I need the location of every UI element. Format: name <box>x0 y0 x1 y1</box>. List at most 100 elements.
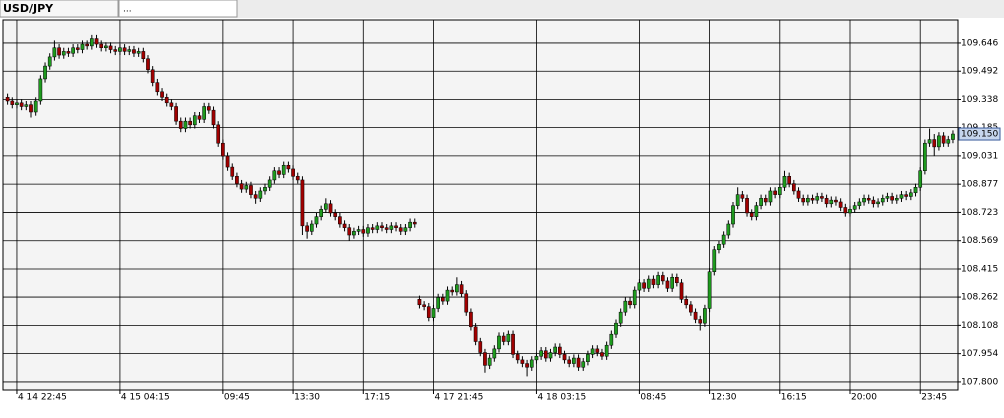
candle-body <box>459 284 464 295</box>
candle-body <box>52 47 57 58</box>
candle-body <box>600 352 604 357</box>
candle-body <box>380 225 384 228</box>
candle-body <box>506 333 511 342</box>
candle-body <box>595 348 600 353</box>
candle-body <box>370 227 375 230</box>
last-price-box <box>958 127 1001 141</box>
candle-body <box>726 223 731 236</box>
candle-body <box>286 164 291 170</box>
candle-body <box>918 170 923 188</box>
candle-body <box>576 357 581 368</box>
candle-body <box>946 139 951 144</box>
candle-body <box>782 176 787 188</box>
candle-body <box>497 335 501 350</box>
candle-body <box>820 196 824 199</box>
candle-body <box>281 164 286 175</box>
candle-body <box>342 223 347 228</box>
x-tick-label: 17:15 <box>364 393 390 403</box>
y-tick-label: 108.108 <box>961 321 998 331</box>
candle-body <box>169 102 174 107</box>
y-tick-label: 109.492 <box>961 67 998 77</box>
candle-body <box>263 187 267 192</box>
candle-body <box>689 304 693 313</box>
y-tick-label: 109.338 <box>961 95 998 105</box>
candle-body <box>15 102 19 105</box>
candle-body <box>712 249 717 272</box>
candle-body <box>553 346 558 353</box>
last-price-label: 109.150 <box>961 130 998 140</box>
candle-body <box>801 198 806 203</box>
candle-body <box>164 97 169 104</box>
candle-body <box>436 297 441 309</box>
candle-body <box>913 187 918 194</box>
candle-body <box>136 51 141 54</box>
candle-body <box>75 47 80 50</box>
y-tick-label: 108.723 <box>961 208 998 218</box>
candle-body <box>221 142 225 157</box>
candle-body <box>740 194 745 199</box>
candle-body <box>899 194 904 199</box>
candle-body <box>562 354 567 361</box>
candle-body <box>24 104 29 107</box>
candle-body <box>838 201 843 208</box>
candle-body <box>754 205 759 217</box>
candle-body <box>703 308 707 324</box>
candle-body <box>834 199 838 203</box>
candle-body <box>108 45 113 50</box>
candle-body <box>721 234 726 245</box>
candle-body <box>122 47 127 52</box>
candle-body <box>178 120 183 129</box>
candle-body <box>239 183 244 190</box>
candle-body <box>113 49 118 52</box>
candle-body <box>394 225 398 228</box>
candle-body <box>412 221 417 225</box>
candle-body <box>806 198 810 203</box>
candle-body <box>810 198 815 201</box>
candle-body <box>628 300 632 306</box>
candle-body <box>885 196 890 199</box>
candle-body <box>146 58 150 71</box>
tab[interactable] <box>118 0 238 18</box>
candle-body <box>244 185 249 190</box>
candle-body <box>768 190 773 203</box>
candle-body <box>258 190 263 199</box>
candle-body <box>174 106 178 122</box>
candle-body <box>731 205 735 225</box>
candle-body <box>941 135 946 144</box>
candle-body <box>534 355 539 361</box>
candle-body <box>815 196 820 201</box>
candle-body <box>445 289 450 302</box>
candle-body <box>581 361 586 368</box>
candle-body <box>33 100 38 113</box>
candle-body <box>487 357 492 366</box>
candle-body <box>352 231 356 236</box>
candle-body <box>192 115 197 126</box>
candle-body <box>511 333 515 355</box>
candle-body <box>843 207 848 214</box>
candle-body <box>586 354 590 362</box>
x-tick-label: 16:15 <box>781 393 807 403</box>
candle-body <box>66 51 71 54</box>
candle-body <box>94 38 99 45</box>
candle-body <box>548 352 553 359</box>
candle-body <box>745 198 749 214</box>
candle-body <box>408 221 412 228</box>
candle-body <box>225 155 230 168</box>
candle-body <box>141 51 146 59</box>
candle-body <box>249 185 253 195</box>
candle-body <box>309 223 314 232</box>
candle-body <box>557 346 562 355</box>
candle-body <box>71 47 75 54</box>
candle-body <box>417 299 422 306</box>
candle-body <box>314 216 319 225</box>
tab[interactable] <box>0 0 119 18</box>
candle-body <box>567 359 572 364</box>
candle-body <box>216 124 221 144</box>
candle-body <box>572 357 576 364</box>
candle-body <box>478 341 483 353</box>
candle-body <box>85 43 90 47</box>
x-tick-label: 12:30 <box>711 393 737 403</box>
candle-body <box>160 91 164 98</box>
y-tick-label: 109.646 <box>961 38 998 48</box>
candle-body <box>880 198 885 203</box>
